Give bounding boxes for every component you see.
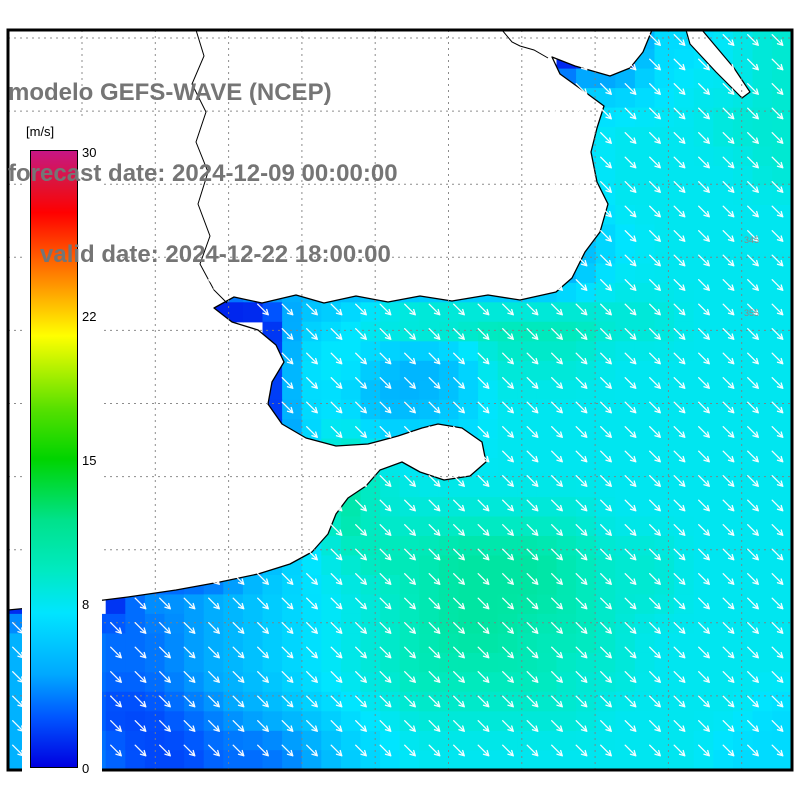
- graticule-label: 345: [744, 235, 759, 245]
- colorbar-tick-label: 22: [82, 309, 97, 325]
- colorbar-unit-label: [m/s]: [26, 124, 55, 139]
- coastal-lagoon-spit: [685, 30, 751, 99]
- forecast-date: forecast date: 2024-12-09 00:00:00: [8, 160, 398, 187]
- colorbar-tick-label: 30: [82, 145, 97, 160]
- model-title: modelo GEFS-WAVE (NCEP): [8, 79, 332, 106]
- wind-direction-arrows: [12, 34, 784, 757]
- graticule-label: 355: [744, 308, 759, 318]
- graticule-labels: 345 355: [744, 235, 759, 318]
- colorbar-tick-label: 0: [82, 761, 90, 776]
- map-border-frame: [6, 28, 794, 772]
- river-line-parana: [501, 30, 549, 59]
- colorbar-gradient: [30, 150, 78, 768]
- wind-arrow-glyphs: [12, 34, 784, 757]
- title-block: modelo GEFS-WAVE (NCEP) forecast date: 2…: [8, 25, 398, 322]
- colorbar: [m/s] 30 22 15 8 0: [22, 118, 102, 780]
- colorbar-tick-label: 15: [82, 453, 97, 468]
- valid-date: valid date: 2024-12-22 18:00:00: [40, 241, 391, 268]
- river-line-colorado: [191, 30, 228, 304]
- colorbar-tick-label: 8: [82, 596, 90, 612]
